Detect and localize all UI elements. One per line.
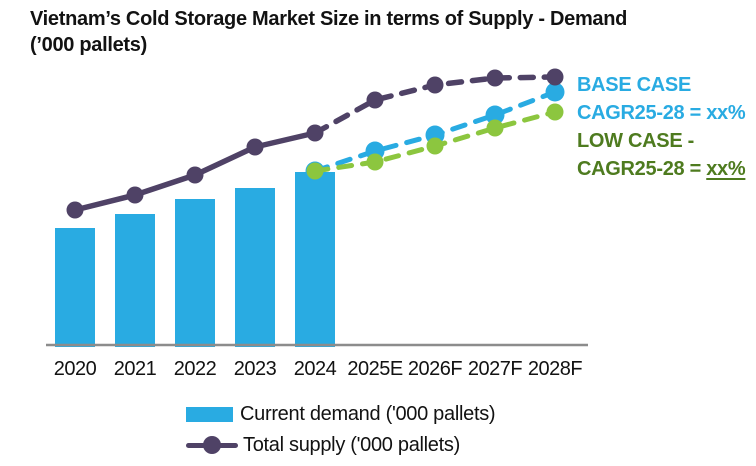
supply-swatch-dot [203, 436, 221, 454]
x-axis-label-2024: 2024 [293, 358, 337, 380]
low-case-line-marker [426, 137, 444, 155]
chart-title: Vietnam’s Cold Storage Market Size in te… [30, 6, 740, 58]
low-case-line-marker [546, 103, 564, 121]
low-case-cagr-prefix: CAGR25-28 = [577, 158, 707, 180]
legend-item-current-demand: Current demand ('000 pallets) [186, 400, 496, 428]
demand-bar [175, 199, 215, 347]
demand-bar-swatch-icon [186, 406, 233, 422]
legend: Current demand ('000 pallets) Total supp… [186, 400, 496, 459]
x-axis-label-2022: 2022 [173, 358, 217, 380]
x-axis-label-2027f: 2027F [467, 358, 523, 380]
low-case-line-marker [366, 153, 384, 171]
low-case-line-marker [306, 162, 324, 180]
supply-line-dot-swatch-icon [186, 436, 238, 454]
legend-label-total-supply: Total supply ('000 pallets) [243, 433, 460, 456]
base-case-line-marker [485, 105, 505, 125]
demand-bars [55, 172, 335, 347]
x-axis-label-2028f: 2028F [527, 358, 583, 380]
low-case-line-marker [486, 119, 504, 137]
demand-bar [295, 172, 335, 347]
forecast-annotations: BASE CASE CAGR25-28 = xx% LOW CASE - CAG… [577, 71, 746, 183]
low-case-cagr-value: xx% [706, 158, 746, 180]
x-axis-label-2025e: 2025E [347, 358, 403, 380]
low-case-line [306, 103, 564, 180]
chart-title-line2: (’000 pallets) [30, 34, 147, 56]
demand-bar [115, 214, 155, 347]
demand-bar [235, 188, 275, 347]
low-case-label: LOW CASE - [577, 130, 694, 152]
legend-label-current-demand: Current demand ('000 pallets) [240, 402, 496, 425]
demand-bar [55, 228, 95, 347]
low-case-cagr: CAGR25-28 = xx% [577, 155, 746, 183]
total-supply-line-marker [66, 201, 84, 219]
total-supply-line-marker [486, 69, 504, 87]
total-supply-line-marker [246, 138, 264, 156]
total-supply-line-marker [306, 124, 324, 142]
base-case-cagr-value: xx% [706, 102, 746, 124]
x-axis-label-2020: 2020 [53, 358, 97, 380]
base-case-cagr-prefix: CAGR25-28 = [577, 102, 707, 124]
x-axis-label-2021: 2021 [113, 358, 157, 380]
total-supply-line-marker [426, 76, 444, 94]
low-case-annotation: LOW CASE - CAGR25-28 = xx% [577, 127, 746, 183]
base-case-cagr: CAGR25-28 = xx% [577, 99, 746, 127]
base-case-line-marker [545, 82, 565, 102]
base-case-annotation: BASE CASE CAGR25-28 = xx% [577, 71, 746, 127]
x-axis-label-2026f: 2026F [407, 358, 463, 380]
total-supply-line [66, 68, 564, 219]
total-supply-line-marker [126, 186, 144, 204]
x-axis-label-2023: 2023 [233, 358, 277, 380]
base-case-label: BASE CASE [577, 74, 691, 96]
chart-title-line1: Vietnam’s Cold Storage Market Size in te… [30, 8, 628, 30]
x-axis: 2020 2021 2022 2023 2024 2025E 2026F 2027F 2028F [0, 358, 756, 384]
total-supply-line-marker [186, 166, 204, 184]
legend-item-total-supply: Total supply ('000 pallets) [186, 431, 495, 459]
total-supply-line-marker [546, 68, 564, 86]
total-supply-line-marker [366, 91, 384, 109]
